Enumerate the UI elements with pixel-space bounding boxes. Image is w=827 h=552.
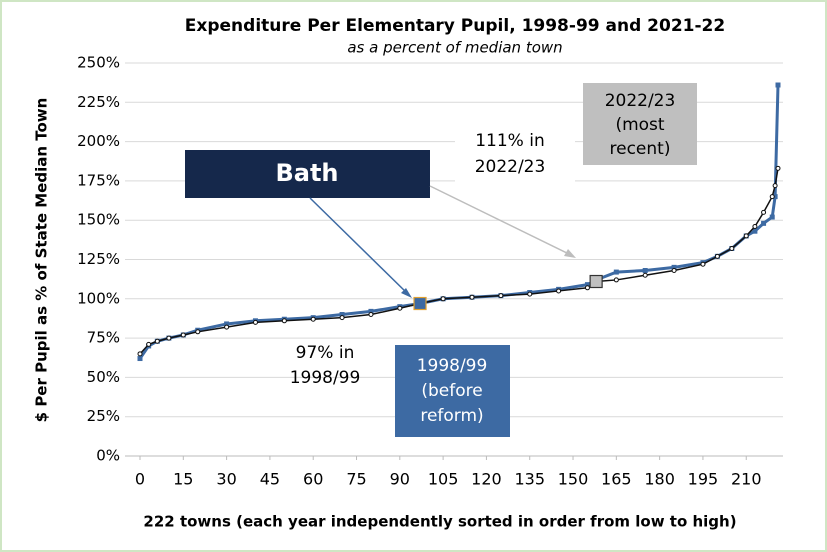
highlight-point xyxy=(413,296,427,311)
point xyxy=(775,165,781,171)
highlight-point xyxy=(589,274,603,289)
y-tick-label: 250% xyxy=(77,54,120,72)
y-tick-label: 100% xyxy=(77,289,120,307)
point xyxy=(613,269,619,275)
x-tick-label: 195 xyxy=(688,470,719,489)
plot: 0% 25% 50% 75% 100% 125% 150% 175% 200% 225% 250% 0… xyxy=(77,54,783,489)
y-tick-label: 125% xyxy=(77,250,120,268)
recent-arrowhead xyxy=(564,249,576,258)
point xyxy=(498,293,504,299)
point xyxy=(166,335,172,341)
y-tick-label: 175% xyxy=(77,171,120,189)
point xyxy=(252,319,258,325)
point xyxy=(368,308,374,314)
chart-subtitle: as a percent of median town xyxy=(347,39,562,57)
y-tick-label: 50% xyxy=(87,368,120,386)
x-tick-label: 75 xyxy=(346,470,366,489)
point xyxy=(714,253,720,259)
point xyxy=(397,305,403,311)
x-tick-label: 45 xyxy=(260,470,280,489)
point xyxy=(772,194,778,200)
x-tick-label: 135 xyxy=(514,470,545,489)
point xyxy=(642,268,648,274)
point xyxy=(743,233,749,239)
recent-box xyxy=(583,83,697,165)
point xyxy=(700,261,706,267)
point xyxy=(339,315,345,321)
annotation: 1998/99 xyxy=(290,368,361,388)
y-tick-label: 225% xyxy=(77,93,120,111)
point xyxy=(671,264,677,270)
point xyxy=(137,356,143,362)
point xyxy=(440,296,446,302)
point xyxy=(769,194,775,200)
x-tick-label: 210 xyxy=(731,470,762,489)
annotation: (before xyxy=(421,381,482,401)
point xyxy=(584,285,590,291)
point xyxy=(224,321,230,327)
annotation: 2022/23 xyxy=(475,157,546,177)
annotation: recent) xyxy=(610,139,671,159)
point xyxy=(729,245,735,251)
point xyxy=(775,82,781,88)
x-tick-label: 30 xyxy=(216,470,236,489)
point xyxy=(154,338,160,344)
point xyxy=(556,288,562,294)
chart-title: Expenditure Per Elementary Pupil, 1998-9… xyxy=(185,16,725,36)
bath-arrow xyxy=(309,197,411,297)
x-tick-label: 15 xyxy=(173,470,193,489)
x-tick-label: 180 xyxy=(644,470,675,489)
y-axis-label: $ Per Pupil as % of State Median Town xyxy=(33,98,51,423)
point xyxy=(527,291,533,297)
point xyxy=(146,341,152,347)
point xyxy=(281,318,287,324)
point xyxy=(613,277,619,283)
x-tick-label: 165 xyxy=(601,470,632,489)
x-tick-label: 90 xyxy=(390,470,410,489)
point xyxy=(180,332,186,338)
x-tick-label: 0 xyxy=(135,470,145,489)
annotation: reform) xyxy=(420,406,483,426)
y-tick-label: 75% xyxy=(87,329,120,347)
bath-arrowhead xyxy=(401,288,412,298)
recent-arrow xyxy=(429,185,574,257)
point xyxy=(195,329,201,335)
y-tick-label: 150% xyxy=(77,211,120,229)
point xyxy=(224,324,230,330)
point xyxy=(469,294,475,300)
annotation: 1998/99 xyxy=(417,356,488,376)
y-tick-label: 0% xyxy=(96,447,120,465)
x-tick-label: 120 xyxy=(471,470,502,489)
bath-box xyxy=(185,150,430,198)
y-tick-label: 25% xyxy=(87,407,120,425)
annotation: 2022/23 xyxy=(605,91,676,111)
x-tick-label: 150 xyxy=(558,470,589,489)
point xyxy=(772,183,778,189)
point xyxy=(761,209,767,215)
point xyxy=(761,220,767,226)
x-tick-label: 60 xyxy=(303,470,323,489)
point xyxy=(671,268,677,274)
point xyxy=(584,282,590,288)
x-tick-label: 105 xyxy=(428,470,459,489)
annotation: 111% in xyxy=(475,131,545,151)
point xyxy=(752,223,758,229)
y-tick-label: 200% xyxy=(77,132,120,150)
annotation: (most xyxy=(615,115,664,135)
x-axis-label: 222 towns (each year independently sorte… xyxy=(143,513,736,531)
point xyxy=(368,312,374,318)
bath-label: Bath xyxy=(275,159,338,187)
recent-value-bg xyxy=(455,125,575,183)
point xyxy=(642,272,648,278)
point xyxy=(752,228,758,234)
point xyxy=(339,312,345,318)
old-box xyxy=(395,345,510,437)
point xyxy=(137,351,143,357)
annotation: 97% in xyxy=(296,343,355,363)
point xyxy=(310,316,316,322)
point xyxy=(769,214,775,220)
